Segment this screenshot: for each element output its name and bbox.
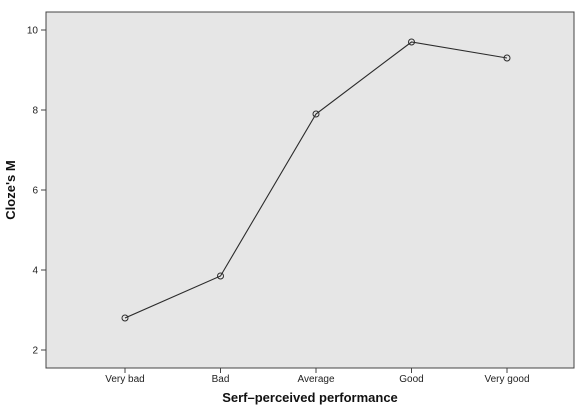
plot-area [45, 11, 575, 369]
y-tick-label: 6 [32, 186, 38, 197]
data-point [121, 314, 129, 322]
x-tick-label: Very bad [105, 374, 144, 385]
series-line [124, 41, 508, 319]
data-point [408, 38, 415, 46]
y-tick-label: 8 [32, 106, 38, 117]
y-tick-label: 4 [32, 266, 38, 277]
y-axis: 2 4 6 8 10 [27, 26, 46, 357]
x-axis: Very bad Bad Average Good Very good [105, 368, 530, 385]
y-tick-label: 2 [32, 346, 38, 357]
x-tick-label: Average [297, 374, 335, 385]
x-axis-title: Serf–perceived performance [222, 390, 398, 405]
x-tick-label: Very good [484, 374, 529, 385]
y-axis-title: Cloze's M [3, 160, 18, 219]
data-point [217, 272, 224, 280]
series-markers [121, 38, 511, 322]
y-tick-label: 10 [27, 26, 39, 37]
x-tick-label: Bad [212, 374, 230, 385]
x-tick-label: Good [399, 374, 423, 385]
data-point [312, 110, 320, 118]
data-point [503, 54, 511, 62]
